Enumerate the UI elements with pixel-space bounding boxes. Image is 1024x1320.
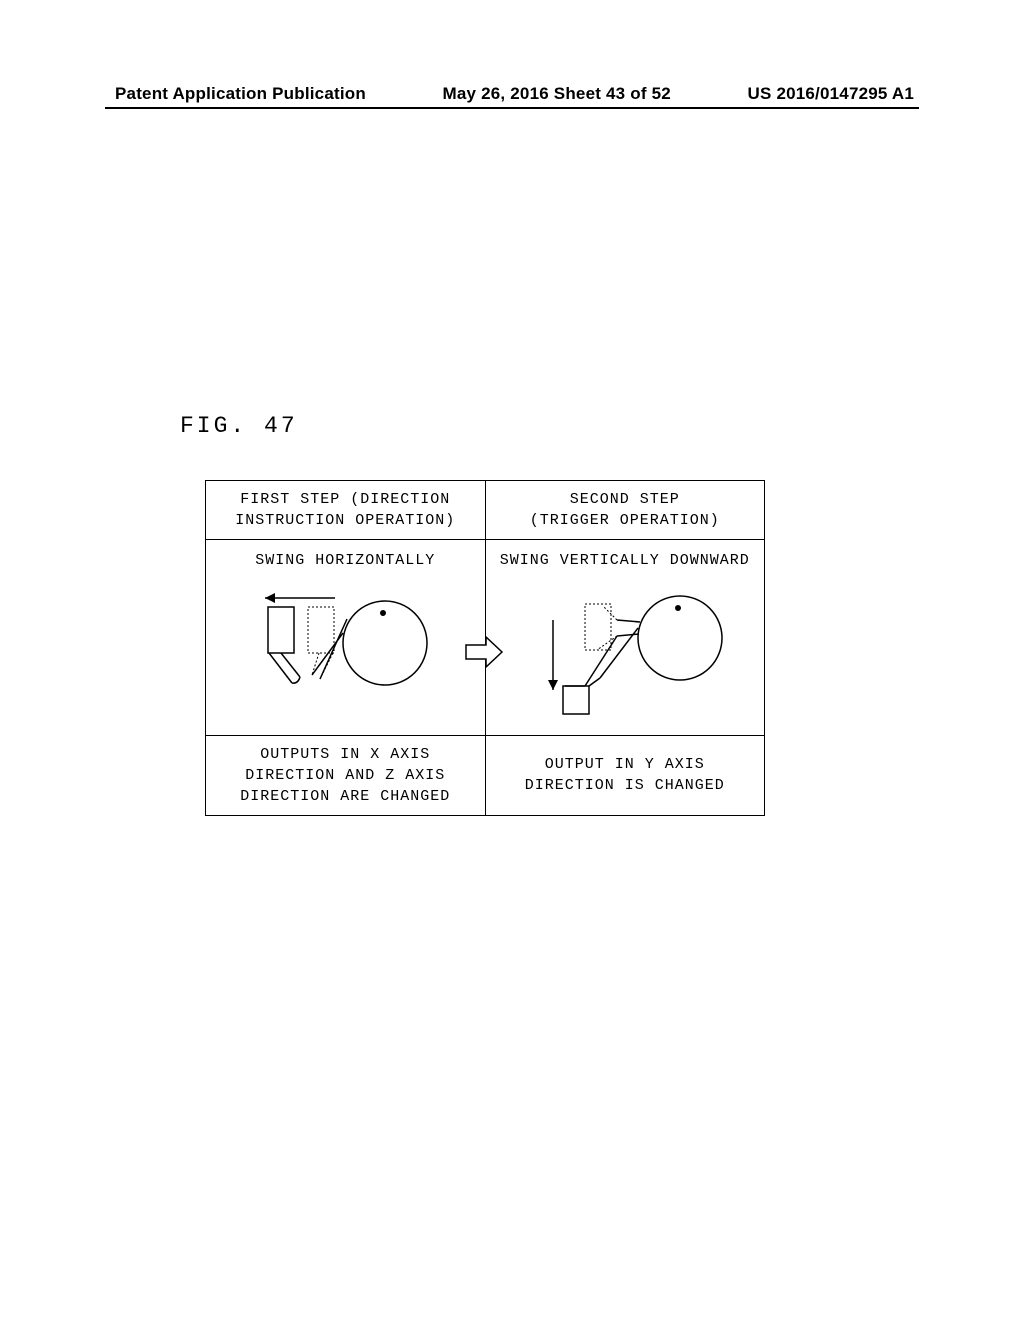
diagram-table: FIRST STEP (DIRECTION INSTRUCTION OPERAT… xyxy=(205,480,765,816)
col2-subtitle: SWING VERTICALLY DOWNWARD xyxy=(485,540,765,578)
col2-header-line1: SECOND STEP xyxy=(570,491,680,508)
col2-footer-line1: OUTPUT IN Y AXIS xyxy=(545,756,705,773)
col2-illustration xyxy=(485,577,765,735)
header-divider xyxy=(105,107,919,109)
figure-diagram: FIRST STEP (DIRECTION INSTRUCTION OPERAT… xyxy=(205,480,765,816)
col2-header: SECOND STEP (TRIGGER OPERATION) xyxy=(485,481,765,540)
col1-header-line2: INSTRUCTION OPERATION) xyxy=(235,512,455,529)
illustration-row xyxy=(206,577,765,735)
col2-footer-line2: DIRECTION IS CHANGED xyxy=(525,777,725,794)
col1-subtitle: SWING HORIZONTALLY xyxy=(206,540,486,578)
header-right-text: US 2016/0147295 A1 xyxy=(748,84,915,104)
table-footer-row: OUTPUTS IN X AXIS DIRECTION AND Z AXIS D… xyxy=(206,735,765,815)
col1-footer-line1: OUTPUTS IN X AXIS xyxy=(260,746,430,763)
transition-arrow-icon xyxy=(464,635,504,674)
col1-header-line1: FIRST STEP (DIRECTION xyxy=(240,491,450,508)
horizontal-swing-illustration xyxy=(240,583,450,728)
header-left-text: Patent Application Publication xyxy=(115,84,366,104)
col1-illustration xyxy=(206,577,486,735)
col2-header-line2: (TRIGGER OPERATION) xyxy=(530,512,720,529)
col1-footer-line3: DIRECTION ARE CHANGED xyxy=(240,788,450,805)
page-header: Patent Application Publication May 26, 2… xyxy=(0,84,1024,104)
col2-footer: OUTPUT IN Y AXIS DIRECTION IS CHANGED xyxy=(485,735,765,815)
col1-footer: OUTPUTS IN X AXIS DIRECTION AND Z AXIS D… xyxy=(206,735,486,815)
subtitle-row: SWING HORIZONTALLY SWING VERTICALLY DOWN… xyxy=(206,540,765,578)
col1-footer-line2: DIRECTION AND Z AXIS xyxy=(245,767,445,784)
table-header-row: FIRST STEP (DIRECTION INSTRUCTION OPERAT… xyxy=(206,481,765,540)
vertical-swing-illustration xyxy=(505,578,745,733)
figure-label: FIG. 47 xyxy=(180,413,298,439)
header-center-text: May 26, 2016 Sheet 43 of 52 xyxy=(443,84,671,104)
col1-header: FIRST STEP (DIRECTION INSTRUCTION OPERAT… xyxy=(206,481,486,540)
